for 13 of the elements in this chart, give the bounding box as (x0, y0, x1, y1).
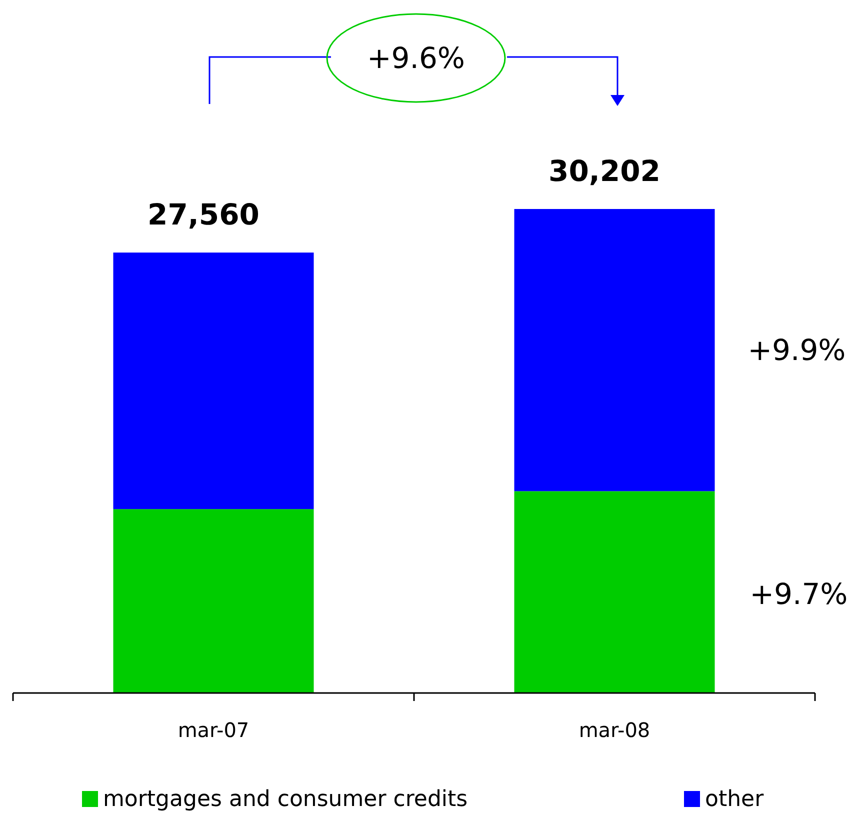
annotation: +9.7% (750, 577, 848, 612)
x-tick-label: mar-08 (578, 718, 650, 742)
legend-label: other (705, 787, 765, 812)
bar (113, 509, 314, 693)
annotation: 30,202 (548, 154, 660, 188)
bar (113, 252, 314, 510)
annotation: 27,560 (148, 198, 260, 232)
annotation: +9.9% (748, 333, 846, 368)
bar (514, 491, 715, 693)
bar (514, 209, 715, 492)
legend-label: mortgages and consumer credits (103, 787, 468, 812)
text: +9.6% (367, 41, 465, 75)
x-tick-label: mar-07 (178, 718, 250, 742)
